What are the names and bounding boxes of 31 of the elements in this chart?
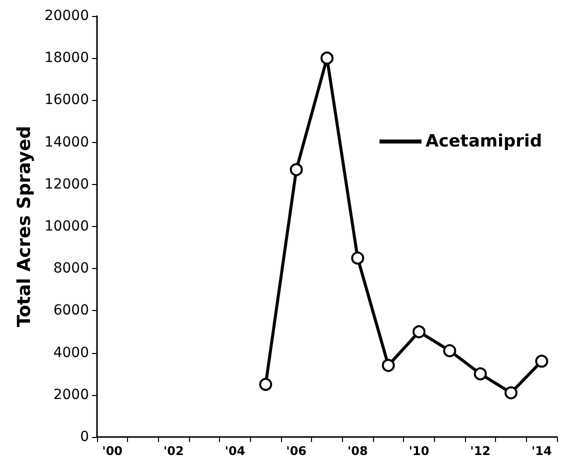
x-tick-label: '04	[224, 444, 246, 458]
x-tick-label: '14	[531, 444, 552, 458]
y-axis-title: Total Acres Sprayed	[14, 126, 36, 328]
y-tick-label: 0	[80, 429, 89, 445]
legend-label: Acetamiprid	[426, 132, 542, 152]
x-tick-label: '12	[470, 444, 491, 458]
point	[412, 325, 426, 338]
point	[382, 358, 395, 372]
x-tick-label: '08	[347, 444, 368, 458]
x-tick-label: '06	[286, 444, 307, 458]
x-tick-label: '02	[163, 444, 184, 458]
point	[443, 344, 456, 358]
y-tick-label: 6000	[53, 302, 89, 319]
y-tick-label: 20000	[44, 8, 89, 24]
y-tick-label: 12000	[44, 176, 89, 192]
x-tick-label: '00	[102, 444, 123, 458]
point	[504, 386, 518, 400]
y-tick-label: 8000	[53, 260, 89, 277]
point	[535, 354, 548, 368]
y-tick-label: 2000	[53, 386, 89, 403]
point	[474, 367, 487, 380]
point	[290, 163, 303, 176]
y-tick-label: 14000	[44, 134, 89, 150]
x-tick-label: '10	[408, 444, 430, 458]
y-tick-label: 16000	[44, 92, 89, 108]
point	[259, 378, 272, 391]
y-tick-label: 10000	[44, 218, 89, 234]
y-tick-label: 18000	[44, 50, 89, 66]
point	[320, 52, 334, 65]
point	[351, 252, 364, 265]
y-tick-label: 4000	[53, 344, 89, 361]
